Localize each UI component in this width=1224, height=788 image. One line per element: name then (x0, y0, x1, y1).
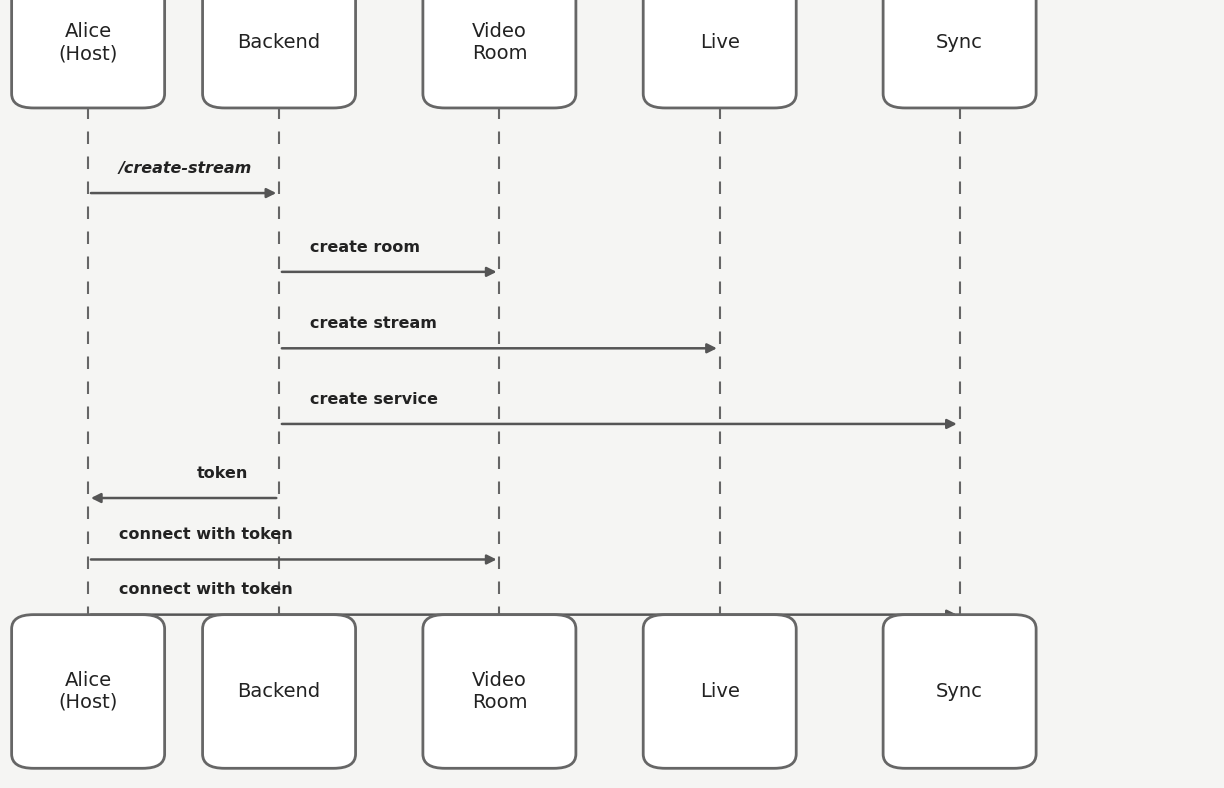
Text: token: token (197, 466, 248, 481)
Text: create service: create service (310, 392, 438, 407)
Text: connect with token: connect with token (119, 582, 293, 597)
Text: Video
Room: Video Room (471, 22, 528, 64)
FancyBboxPatch shape (424, 615, 575, 768)
Text: Alice
(Host): Alice (Host) (59, 671, 118, 712)
FancyBboxPatch shape (424, 0, 575, 108)
Text: create stream: create stream (310, 316, 437, 331)
Text: /create-stream: /create-stream (119, 161, 252, 176)
Text: connect with token: connect with token (119, 527, 293, 542)
Text: Live: Live (700, 33, 739, 53)
Text: Sync: Sync (936, 33, 983, 53)
FancyBboxPatch shape (11, 0, 164, 108)
Text: Sync: Sync (936, 682, 983, 701)
FancyBboxPatch shape (884, 615, 1036, 768)
FancyBboxPatch shape (644, 0, 796, 108)
Text: Backend: Backend (237, 682, 321, 701)
FancyBboxPatch shape (884, 0, 1036, 108)
FancyBboxPatch shape (203, 0, 356, 108)
Text: Live: Live (700, 682, 739, 701)
Text: create room: create room (310, 240, 420, 255)
Text: Backend: Backend (237, 33, 321, 53)
FancyBboxPatch shape (11, 615, 164, 768)
FancyBboxPatch shape (644, 615, 796, 768)
Text: Alice
(Host): Alice (Host) (59, 22, 118, 64)
Text: Video
Room: Video Room (471, 671, 528, 712)
FancyBboxPatch shape (203, 615, 356, 768)
